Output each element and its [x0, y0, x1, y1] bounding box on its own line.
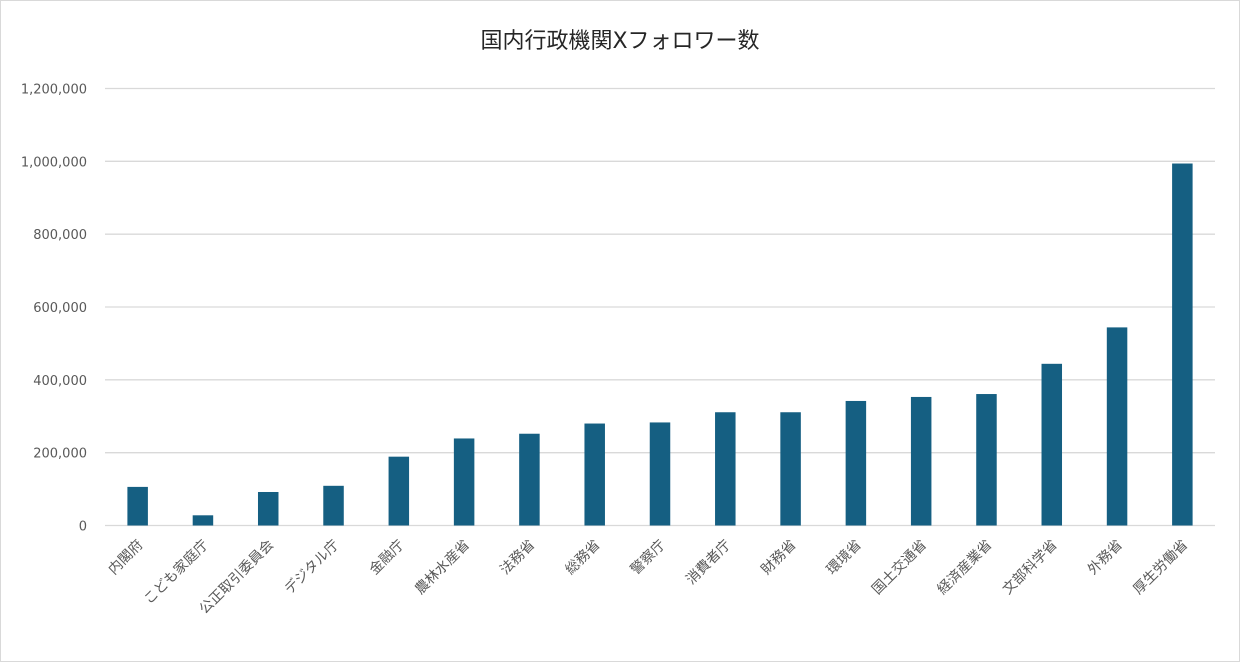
bar: [780, 412, 801, 526]
y-tick-label: 0: [79, 520, 87, 535]
bar: [257, 491, 279, 526]
x-tick-label: 外務省: [1085, 537, 1126, 578]
x-tick-label: 経済産業省: [934, 537, 995, 598]
chart-title: 国内行政機関Xフォロワー数: [480, 29, 759, 54]
x-tick-label: 財務省: [758, 537, 799, 578]
bar: [976, 394, 997, 526]
y-tick-label: 600,000: [33, 301, 87, 316]
bar: [323, 485, 344, 526]
x-tick-label: 総務省: [563, 537, 604, 578]
bar: [584, 423, 605, 526]
x-tick-label: 文部科学省: [1000, 537, 1061, 598]
bar: [1172, 163, 1193, 526]
bar: [715, 412, 736, 526]
y-tick-label: 1,200,000: [21, 83, 87, 98]
y-axis: 0 200,000 400,000 600,000 800,000 1,000,000 1,…: [21, 83, 87, 535]
x-tick-label: こども家庭庁: [140, 536, 211, 607]
bar: [1106, 327, 1128, 526]
bars: [127, 163, 1193, 526]
x-tick-label: 厚生労働省: [1130, 537, 1191, 598]
x-tick-label: 法務省: [497, 537, 538, 578]
bar: [127, 486, 148, 526]
x-tick-label: 農林水産省: [412, 537, 473, 598]
y-tick-label: 400,000: [33, 374, 87, 389]
bar: [388, 456, 410, 526]
x-tick-label: 国土交通省: [868, 536, 930, 598]
y-tick-label: 1,000,000: [21, 155, 87, 170]
x-tick-label: 環境省: [824, 537, 865, 578]
y-tick-label: 800,000: [33, 228, 87, 243]
bar: [453, 438, 475, 526]
x-tick-label: 消費者庁: [683, 537, 734, 588]
bar: [192, 515, 214, 526]
bar: [649, 422, 671, 526]
gridlines: [105, 87, 1215, 527]
bar: [1041, 363, 1063, 526]
x-tick-label: デジタル庁: [281, 536, 342, 597]
bar: [910, 396, 932, 526]
x-tick-label: 内閣府: [105, 537, 146, 578]
x-tick-label: 警察庁: [627, 536, 669, 578]
bar: [519, 433, 540, 526]
bar: [845, 400, 867, 526]
y-tick-label: 200,000: [33, 447, 87, 462]
x-tick-label: 金融庁: [367, 537, 408, 578]
